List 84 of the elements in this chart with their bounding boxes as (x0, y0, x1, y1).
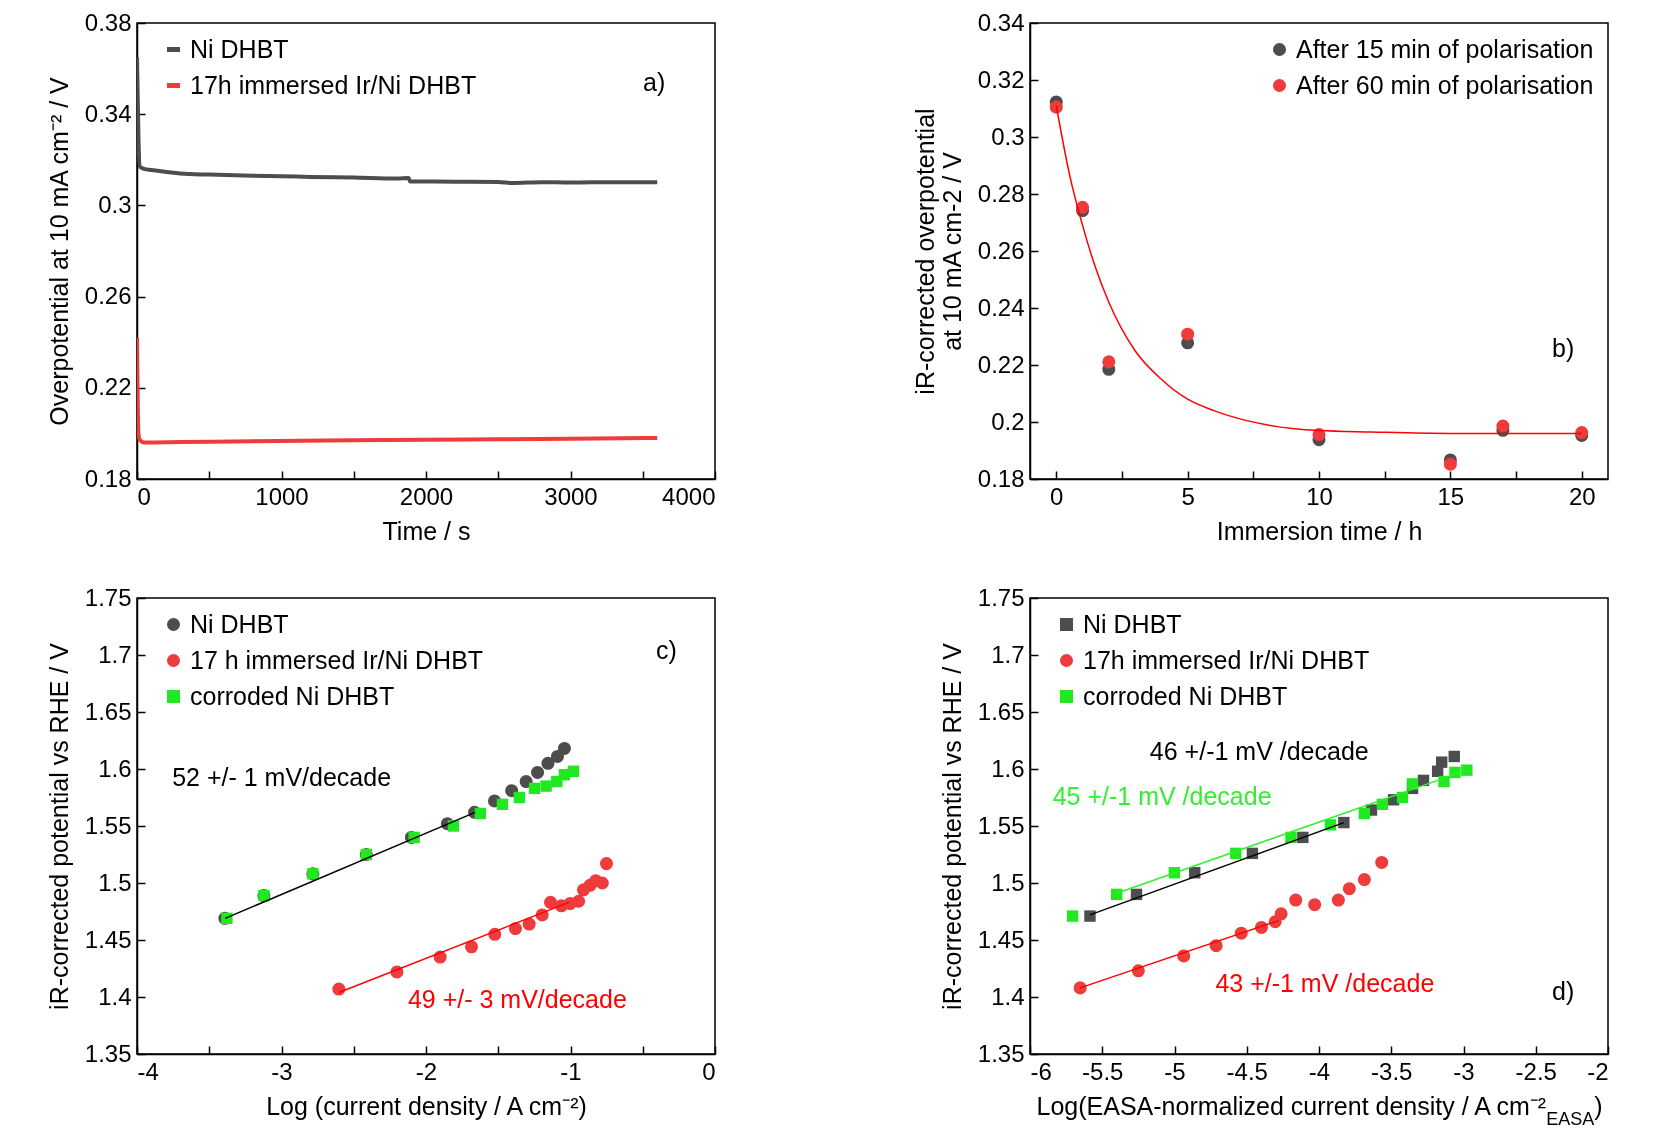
legend-label: corroded Ni DHBT (1083, 681, 1288, 710)
y-tick-label: 0.18 (84, 464, 132, 492)
y-tick-label: 0.22 (84, 373, 132, 401)
x-tick-label: 0 (702, 1057, 716, 1085)
x-tick-label: -5 (1164, 1057, 1186, 1085)
y-tick-label: 0.3 (991, 122, 1025, 150)
x-tick-label: 10 (1306, 482, 1333, 510)
y-tick-label: 1.7 (98, 640, 132, 668)
legend-label: 17h immersed Ir/Ni DHBT (1083, 645, 1370, 674)
x-axis-title: Log(EASA-normalized current density / A cm⁻²$_{EASA}$) (1036, 1091, 1603, 1129)
y-tick-label: 1.5 (98, 868, 132, 896)
x-tick-label: 4000 (662, 482, 716, 510)
y-tick-label: 0.18 (977, 464, 1025, 492)
x-tick-label: -4.5 (1226, 1057, 1268, 1085)
x-tick-label: -2.5 (1515, 1057, 1557, 1085)
y-tick-label: 0.38 (84, 8, 132, 36)
x-tick-label: -3.5 (1371, 1057, 1413, 1085)
x-tick-label: 0 (137, 482, 151, 510)
annotation: c) (656, 636, 677, 664)
y-tick-label: 1.35 (977, 1039, 1025, 1067)
y-tick-label: 0.2 (991, 407, 1025, 435)
y-tick-label: 1.6 (98, 754, 132, 782)
x-tick-label: 2000 (399, 482, 454, 510)
text: 52 +/- 1 mV/decade (172, 763, 392, 792)
x-tick-label: 5 (1181, 482, 1195, 510)
x-tick-label: -4 (137, 1057, 159, 1085)
y-tick-label: 1.55 (977, 811, 1025, 839)
annotation: d) (1552, 977, 1575, 1005)
annotation: b) (1552, 334, 1575, 362)
y-tick-label: 1.75 (84, 583, 132, 611)
x-tick-label: -2 (415, 1057, 438, 1085)
x-tick-label: 3000 (544, 482, 598, 510)
y-tick-label: 1.7 (991, 640, 1025, 668)
annotation: a) (643, 68, 666, 96)
x-axis-title: Log (current density / A cm⁻²) (266, 1091, 587, 1120)
x-tick-label: 1000 (255, 482, 309, 510)
y-tick-label: 0.3 (98, 190, 132, 218)
legend-label: After 15 min of polarisation (1296, 34, 1594, 63)
legend-label: corroded Ni DHBT (190, 681, 395, 710)
legend-label: 17 h immersed Ir/Ni DHBT (190, 645, 484, 674)
y-tick-label: 0.26 (977, 236, 1025, 264)
y-tick-label: 1.6 (991, 754, 1025, 782)
x-tick-label: -5.5 (1082, 1057, 1124, 1085)
y-tick-label: 1.4 (991, 982, 1025, 1010)
y-tick-label: 1.45 (977, 925, 1025, 953)
x-tick-label: -6 (1030, 1057, 1052, 1085)
legend-label: Ni DHBT (190, 34, 289, 63)
x-tick-label: -1 (560, 1057, 582, 1085)
x-tick-label: -2 (1587, 1057, 1609, 1085)
y-tick-label: 0.34 (977, 8, 1025, 36)
legend-label: After 60 min of polarisation (1296, 70, 1594, 99)
y-tick-label: 1.4 (98, 982, 132, 1010)
legend-label: 17h immersed Ir/Ni DHBT (190, 70, 477, 99)
x-tick-label: 20 (1568, 482, 1596, 510)
y-axis-title: iR-corrected potential vs RHE / V (937, 642, 966, 1010)
text: 46 +/-1 mV /decade (1149, 736, 1369, 765)
x-axis-title: Immersion time / h (1216, 516, 1423, 545)
legend-label: Ni DHBT (1083, 609, 1182, 638)
series-label: 49 +/- 3 mV/decade (407, 985, 627, 1014)
series-label: 43 +/-1 mV /decade (1215, 968, 1435, 997)
y-tick-label: 1.5 (991, 868, 1025, 896)
y-tick-label: 1.75 (977, 583, 1025, 611)
y-tick-label: 0.28 (977, 179, 1025, 207)
y-axis-title: iR-corrected overpotential at 10 mA cm-2 / V (910, 108, 966, 395)
y-axis-title: Overpotential at 10 mA cm⁻² / V (44, 76, 73, 426)
y-axis-title: iR-corrected potential vs RHE / V (44, 642, 73, 1010)
y-tick-label: 0.32 (977, 65, 1025, 93)
y-tick-label: 0.22 (977, 350, 1025, 378)
y-tick-label: 0.26 (84, 282, 132, 310)
y-tick-label: 1.65 (84, 697, 132, 725)
x-tick-label: -3 (1453, 1057, 1475, 1085)
x-tick-label: -3 (271, 1057, 293, 1085)
y-tick-label: 1.35 (84, 1039, 132, 1067)
x-tick-label: 0 (1050, 482, 1064, 510)
y-tick-label: 0.24 (977, 293, 1025, 321)
legend-label: Ni DHBT (190, 609, 289, 638)
y-tick-label: 1.55 (84, 811, 132, 839)
y-tick-label: 1.45 (84, 925, 132, 953)
x-axis-title: Time / s (382, 516, 471, 545)
x-tick-label: 15 (1437, 482, 1465, 510)
y-tick-label: 0.34 (84, 99, 132, 127)
series-label: 45 +/-1 mV /decade (1052, 782, 1272, 811)
y-tick-label: 1.65 (977, 697, 1025, 725)
x-tick-label: -4 (1308, 1057, 1331, 1085)
